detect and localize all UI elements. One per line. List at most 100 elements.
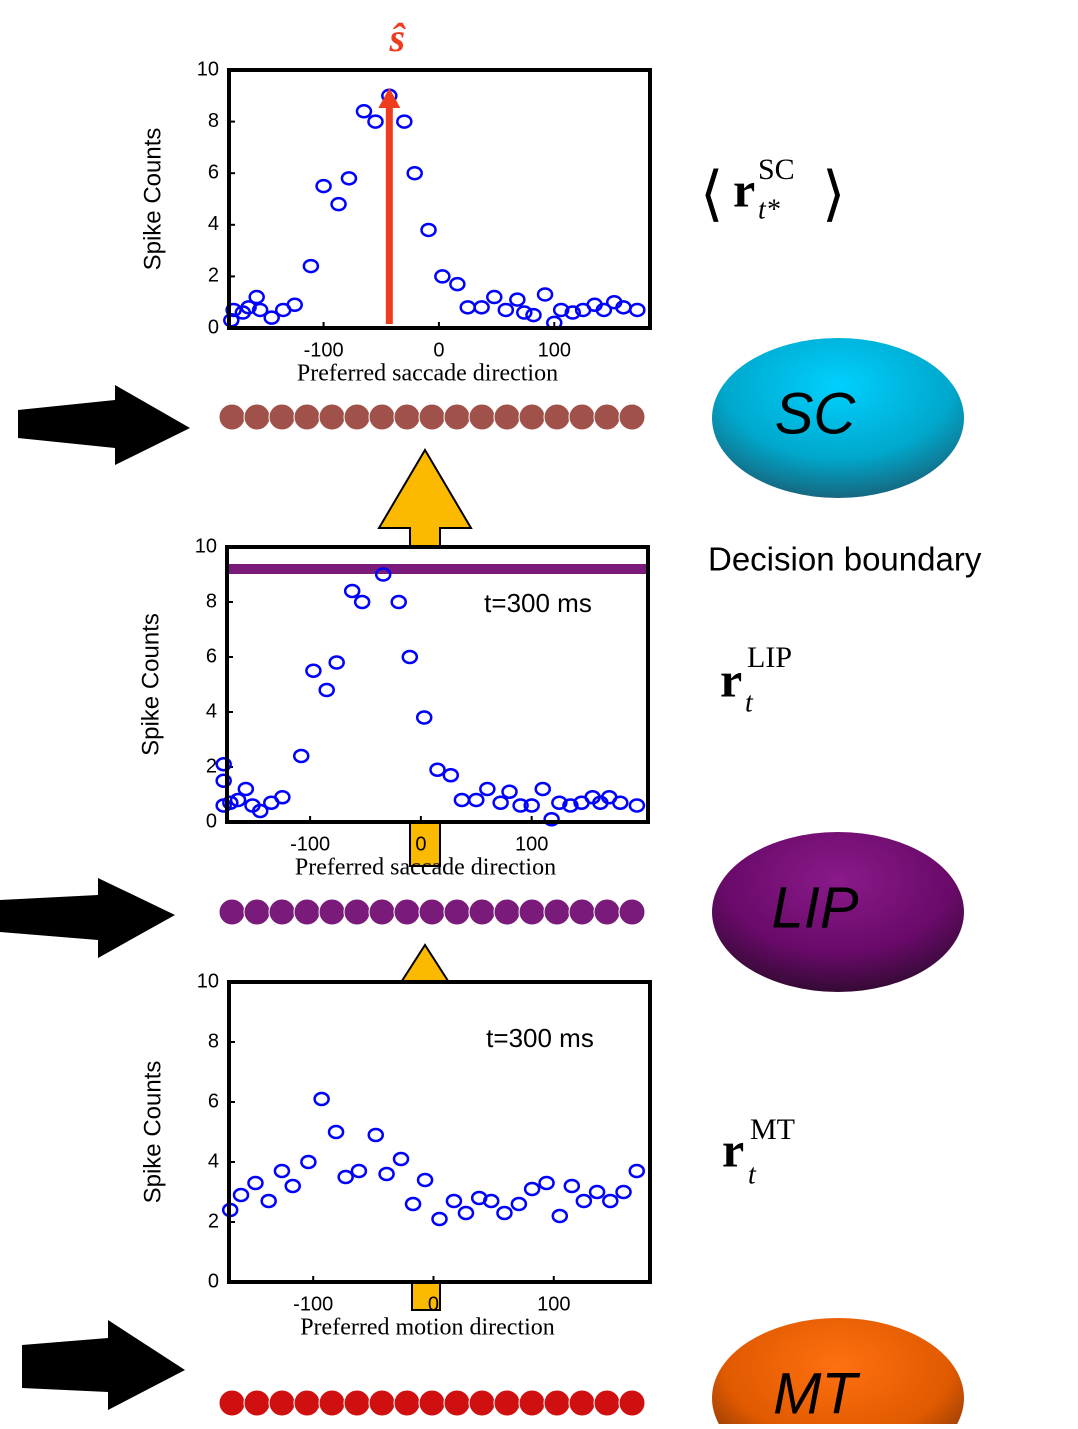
area-label: SC — [775, 381, 857, 446]
point — [327, 1124, 345, 1140]
neuron — [468, 898, 496, 926]
x-axis-label: Preferred saccade direction — [297, 361, 558, 387]
neuron — [618, 898, 646, 926]
superscript: MT — [750, 1113, 795, 1146]
neuron — [318, 403, 346, 431]
point — [353, 594, 371, 610]
point — [628, 1163, 646, 1179]
neuron — [518, 403, 546, 431]
point — [486, 289, 503, 305]
point — [237, 781, 255, 797]
decision-label: Decision boundary — [708, 541, 982, 578]
y-tick-label: 4 — [208, 1150, 219, 1172]
point — [392, 1151, 410, 1167]
point — [628, 798, 646, 813]
x-tick-label: 100 — [538, 339, 571, 361]
point — [602, 1193, 619, 1209]
area-label: LIP — [771, 875, 858, 940]
subscript: t* — [758, 194, 780, 225]
subscript: t — [748, 1159, 757, 1190]
input-arrow — [18, 385, 190, 465]
x-axis-label: Preferred motion direction — [300, 1315, 555, 1341]
point — [501, 784, 518, 799]
neuron — [418, 403, 446, 431]
plot-frame — [225, 545, 650, 824]
plot-frame — [227, 68, 652, 330]
point — [479, 781, 496, 797]
point — [420, 222, 437, 238]
point — [431, 1211, 448, 1227]
y-tick-label: 8 — [208, 1030, 219, 1052]
point — [215, 773, 232, 788]
x-tick-label: 0 — [415, 833, 426, 855]
point — [350, 1163, 368, 1179]
point — [263, 310, 280, 325]
neuron — [493, 898, 521, 926]
y-tick-label: 10 — [195, 535, 217, 557]
bracket: ⟨ — [700, 161, 723, 227]
point — [629, 302, 646, 318]
neuron — [293, 898, 321, 926]
neuron — [468, 1389, 496, 1417]
neuron — [468, 403, 496, 431]
neuron — [593, 898, 621, 926]
point — [318, 682, 335, 698]
x-axis-label: Preferred saccade direction — [295, 855, 556, 881]
point — [260, 1193, 277, 1209]
point — [434, 269, 451, 284]
y-tick-label: 6 — [208, 1090, 219, 1112]
point — [538, 1175, 555, 1191]
neuron — [418, 898, 446, 926]
point — [355, 104, 373, 119]
point — [367, 1127, 384, 1143]
point — [442, 768, 460, 783]
point — [343, 583, 361, 599]
area-lip — [712, 832, 964, 992]
y-axis-label: Spike Counts — [139, 128, 166, 271]
point — [292, 748, 310, 764]
point — [563, 1178, 581, 1194]
y-tick-label: 10 — [197, 970, 219, 992]
point — [575, 1193, 593, 1209]
point — [340, 171, 358, 186]
y-tick-label: 8 — [206, 590, 217, 612]
point — [473, 300, 490, 315]
x-tick-label: -100 — [290, 833, 330, 855]
point — [615, 1184, 632, 1200]
neuron — [293, 1389, 321, 1417]
point — [457, 1205, 475, 1221]
neuron — [543, 1389, 571, 1417]
point — [415, 710, 433, 725]
point — [286, 297, 303, 313]
point — [449, 276, 466, 292]
y-tick-label: 4 — [206, 700, 217, 722]
neuron — [368, 403, 396, 431]
symbol: r — [720, 651, 742, 707]
point — [588, 1184, 606, 1200]
point — [337, 1169, 354, 1185]
symbol: r — [722, 1121, 744, 1177]
neuron — [218, 898, 246, 926]
neuron — [218, 1389, 246, 1417]
neuron — [268, 898, 296, 926]
neuron — [618, 403, 646, 431]
neuron — [243, 403, 271, 431]
point — [313, 1091, 330, 1107]
plot-area — [229, 70, 650, 328]
y-axis-label: Spike Counts — [139, 1061, 166, 1204]
neuron — [443, 403, 471, 431]
x-tick-label: 100 — [537, 1293, 570, 1315]
estimate-label: ŝ — [389, 15, 407, 60]
neuron — [518, 1389, 546, 1417]
point — [374, 567, 392, 582]
neuron — [268, 1389, 296, 1417]
neuron — [493, 1389, 521, 1417]
y-tick-label: 0 — [206, 810, 217, 832]
point — [215, 757, 232, 772]
point — [468, 792, 485, 808]
point — [536, 287, 554, 302]
point — [612, 795, 629, 810]
plot-frame — [227, 980, 652, 1284]
y-tick-label: 6 — [206, 645, 217, 667]
